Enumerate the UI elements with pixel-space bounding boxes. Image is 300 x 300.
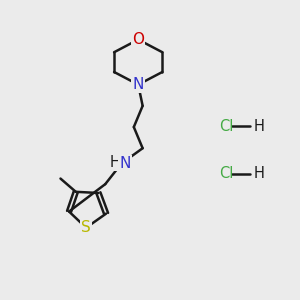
Text: N: N bbox=[119, 156, 131, 171]
Text: H: H bbox=[254, 166, 265, 181]
Text: S: S bbox=[81, 220, 91, 235]
Text: Cl: Cl bbox=[219, 166, 234, 181]
Text: O: O bbox=[132, 32, 144, 47]
Text: H: H bbox=[110, 154, 120, 169]
Text: Cl: Cl bbox=[219, 119, 234, 134]
Text: H: H bbox=[254, 119, 265, 134]
Text: N: N bbox=[133, 77, 144, 92]
